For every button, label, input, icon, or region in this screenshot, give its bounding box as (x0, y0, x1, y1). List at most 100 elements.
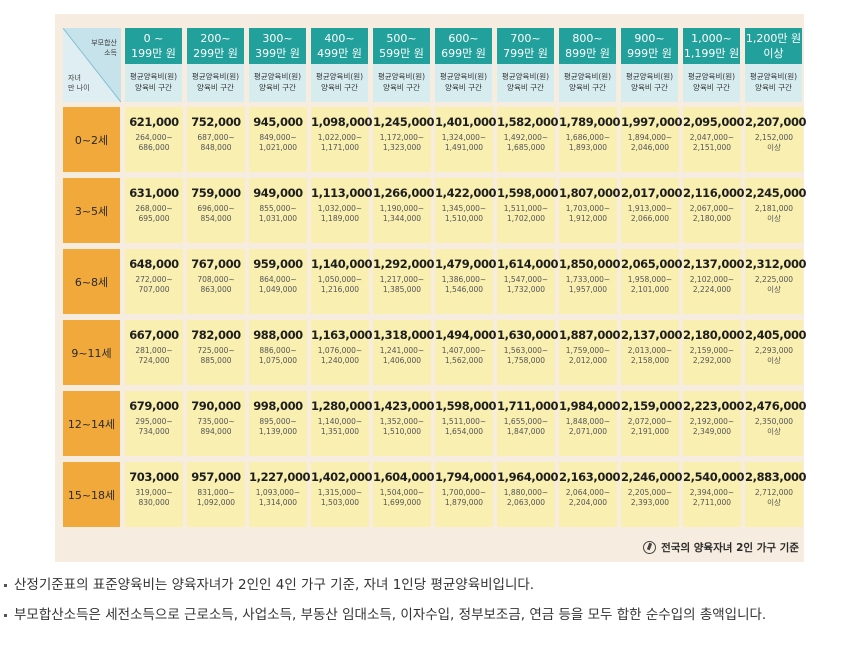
cost-range: 2,350,000 이상 (745, 417, 803, 437)
table-cell: 2,245,000 2,181,000 이상 (745, 178, 807, 243)
average-cost: 1,789,000 (559, 115, 621, 129)
average-cost: 2,163,000 (559, 470, 621, 484)
table-cell: 2,163,000 2,064,000~ 2,204,000 (559, 462, 621, 527)
column-subheader: 평균양육비(원) 양육비 구간 (497, 64, 554, 102)
notes-list: 산정기준표의 표준양육비는 양육자녀가 2인인 4인 가구 기준, 자녀 1인당… (4, 574, 849, 634)
cost-range-line: 1,758,000 (506, 356, 546, 365)
cost-range-line: 2,152,000 (754, 133, 794, 142)
column-subheader: 평균양육비(원) 양육비 구간 (125, 64, 182, 102)
cost-range-line: 1,699,000 (382, 498, 422, 507)
cost-range: 2,192,000~ 2,349,000 (683, 417, 741, 437)
cost-range: 1,880,000~ 2,063,000 (497, 488, 555, 508)
income-column-header: 500~ 599만 원 평균양육비(원) 양육비 구간 (373, 28, 430, 102)
cost-range: 849,000~ 1,021,000 (249, 133, 307, 153)
cost-range-line: 695,000 (138, 214, 170, 223)
average-cost: 1,266,000 (373, 186, 435, 200)
age-group-label: 6~8세 (63, 249, 120, 314)
subheader-range-label: 양육비 구간 (383, 83, 420, 92)
average-cost: 2,017,000 (621, 186, 683, 200)
average-cost: 782,000 (191, 328, 241, 342)
cost-range-line: 2,192,000~ (689, 417, 735, 426)
income-bracket-line: 800~ (572, 32, 603, 45)
subheader-average-label: 평균양육비(원) (749, 72, 798, 81)
cost-range: 2,394,000~ 2,711,000 (683, 488, 741, 508)
cost-range: 1,241,000~ 1,406,000 (373, 346, 431, 366)
average-cost: 2,476,000 (745, 399, 807, 413)
income-bracket-line: 600~ (448, 32, 479, 45)
cost-range-line: 2,151,000 (692, 143, 732, 152)
cost-range-line: 2,224,000 (692, 285, 732, 294)
average-cost: 703,000 (129, 470, 179, 484)
income-bracket-line: 1,200만 원 (745, 32, 802, 45)
cost-range-line: 319,000~ (135, 488, 173, 497)
corner-age-label: 만 나이 (68, 84, 90, 92)
table-cell: 2,207,000 2,152,000 이상 (745, 107, 807, 172)
cost-range: 1,492,000~ 1,685,000 (497, 133, 555, 153)
table-cell: 1,598,000 1,511,000~ 1,654,000 (435, 391, 497, 456)
average-cost: 2,065,000 (621, 257, 683, 271)
cost-range-line: 2,064,000~ (565, 488, 611, 497)
cost-range-line: 2,225,000 (754, 275, 794, 284)
cost-range-line: 1,190,000~ (379, 204, 425, 213)
cost-range-line: 1,654,000 (444, 427, 484, 436)
cost-range-line: 1,547,000~ (503, 275, 549, 284)
corner-header: 부모합산 소득 자녀 만 나이 (63, 28, 121, 102)
income-bracket-label: 500~ 599만 원 (373, 28, 430, 64)
average-cost: 1,630,000 (497, 328, 559, 342)
cost-range-line: 1,492,000~ (503, 133, 549, 142)
column-subheader: 평균양육비(원) 양육비 구간 (435, 64, 492, 102)
cost-range-line: 1,510,000 (444, 214, 484, 223)
cost-range-line: 2,047,000~ (689, 133, 735, 142)
cost-range: 1,324,000~ 1,491,000 (435, 133, 493, 153)
cost-range-line: 272,000~ (135, 275, 173, 284)
cost-range-line: 이상 (767, 498, 781, 507)
cost-range-line: 1,879,000 (444, 498, 484, 507)
cost-range-line: 이상 (767, 143, 781, 152)
cost-range-line: 686,000 (138, 143, 170, 152)
cost-range-line: 1,503,000 (320, 498, 360, 507)
cost-range-line: 1,217,000~ (379, 275, 425, 284)
cost-range-line: 895,000~ (259, 417, 297, 426)
cost-range: 2,013,000~ 2,158,000 (621, 346, 679, 366)
cost-range: 725,000~ 885,000 (187, 346, 245, 366)
cost-range-line: 2,013,000~ (627, 346, 673, 355)
cost-range: 855,000~ 1,031,000 (249, 204, 307, 224)
income-bracket-line: 899만 원 (565, 47, 610, 60)
average-cost: 1,140,000 (311, 257, 373, 271)
note-text: 부모합산소득은 세전소득으로 근로소득, 사업소득, 부동산 임대소득, 이자수… (14, 607, 767, 623)
table-cell: 1,582,000 1,492,000~ 1,685,000 (497, 107, 559, 172)
table-cell: 1,401,000 1,324,000~ 1,491,000 (435, 107, 497, 172)
cost-range-line: 2,181,000 (754, 204, 794, 213)
income-bracket-line: 500~ (386, 32, 417, 45)
cost-range-line: 295,000~ (135, 417, 173, 426)
table-cell: 621,000 264,000~ 686,000 (125, 107, 183, 172)
income-column-header: 900~ 999만 원 평균양육비(원) 양육비 구간 (621, 28, 678, 102)
table-cell: 945,000 849,000~ 1,021,000 (249, 107, 307, 172)
subheader-average-label: 평균양육비(원) (253, 72, 302, 81)
table-cell: 667,000 281,000~ 724,000 (125, 320, 183, 385)
table-cell: 2,180,000 2,159,000~ 2,292,000 (683, 320, 745, 385)
cost-range-line: 1,050,000~ (317, 275, 363, 284)
cost-range: 1,547,000~ 1,732,000 (497, 275, 555, 295)
age-group-label: 12~14세 (63, 391, 120, 456)
cost-range-line: 886,000~ (259, 346, 297, 355)
column-subheader: 평균양육비(원) 양육비 구간 (373, 64, 430, 102)
cost-range-line: 1,385,000 (382, 285, 422, 294)
table-cell: 1,318,000 1,241,000~ 1,406,000 (373, 320, 435, 385)
income-bracket-line: 이상 (763, 47, 784, 60)
table-cell: 2,405,000 2,293,000 이상 (745, 320, 807, 385)
cost-range-line: 2,350,000 (754, 417, 794, 426)
table-cell: 2,246,000 2,205,000~ 2,393,000 (621, 462, 683, 527)
cost-range-line: 1,172,000~ (379, 133, 425, 142)
cost-range-line: 2,072,000~ (627, 417, 673, 426)
cost-range-line: 1,240,000 (320, 356, 360, 365)
table-cell: 1,984,000 1,848,000~ 2,071,000 (559, 391, 621, 456)
average-cost: 1,318,000 (373, 328, 435, 342)
cost-range-line: 2,204,000 (568, 498, 608, 507)
cost-range-line: 1,733,000~ (565, 275, 611, 284)
income-bracket-line: 300~ (262, 32, 293, 45)
cost-range-line: 1,093,000~ (255, 488, 301, 497)
cost-range-line: 1,732,000 (506, 285, 546, 294)
cost-range-line: 이상 (767, 427, 781, 436)
cost-range-line: 1,655,000~ (503, 417, 549, 426)
